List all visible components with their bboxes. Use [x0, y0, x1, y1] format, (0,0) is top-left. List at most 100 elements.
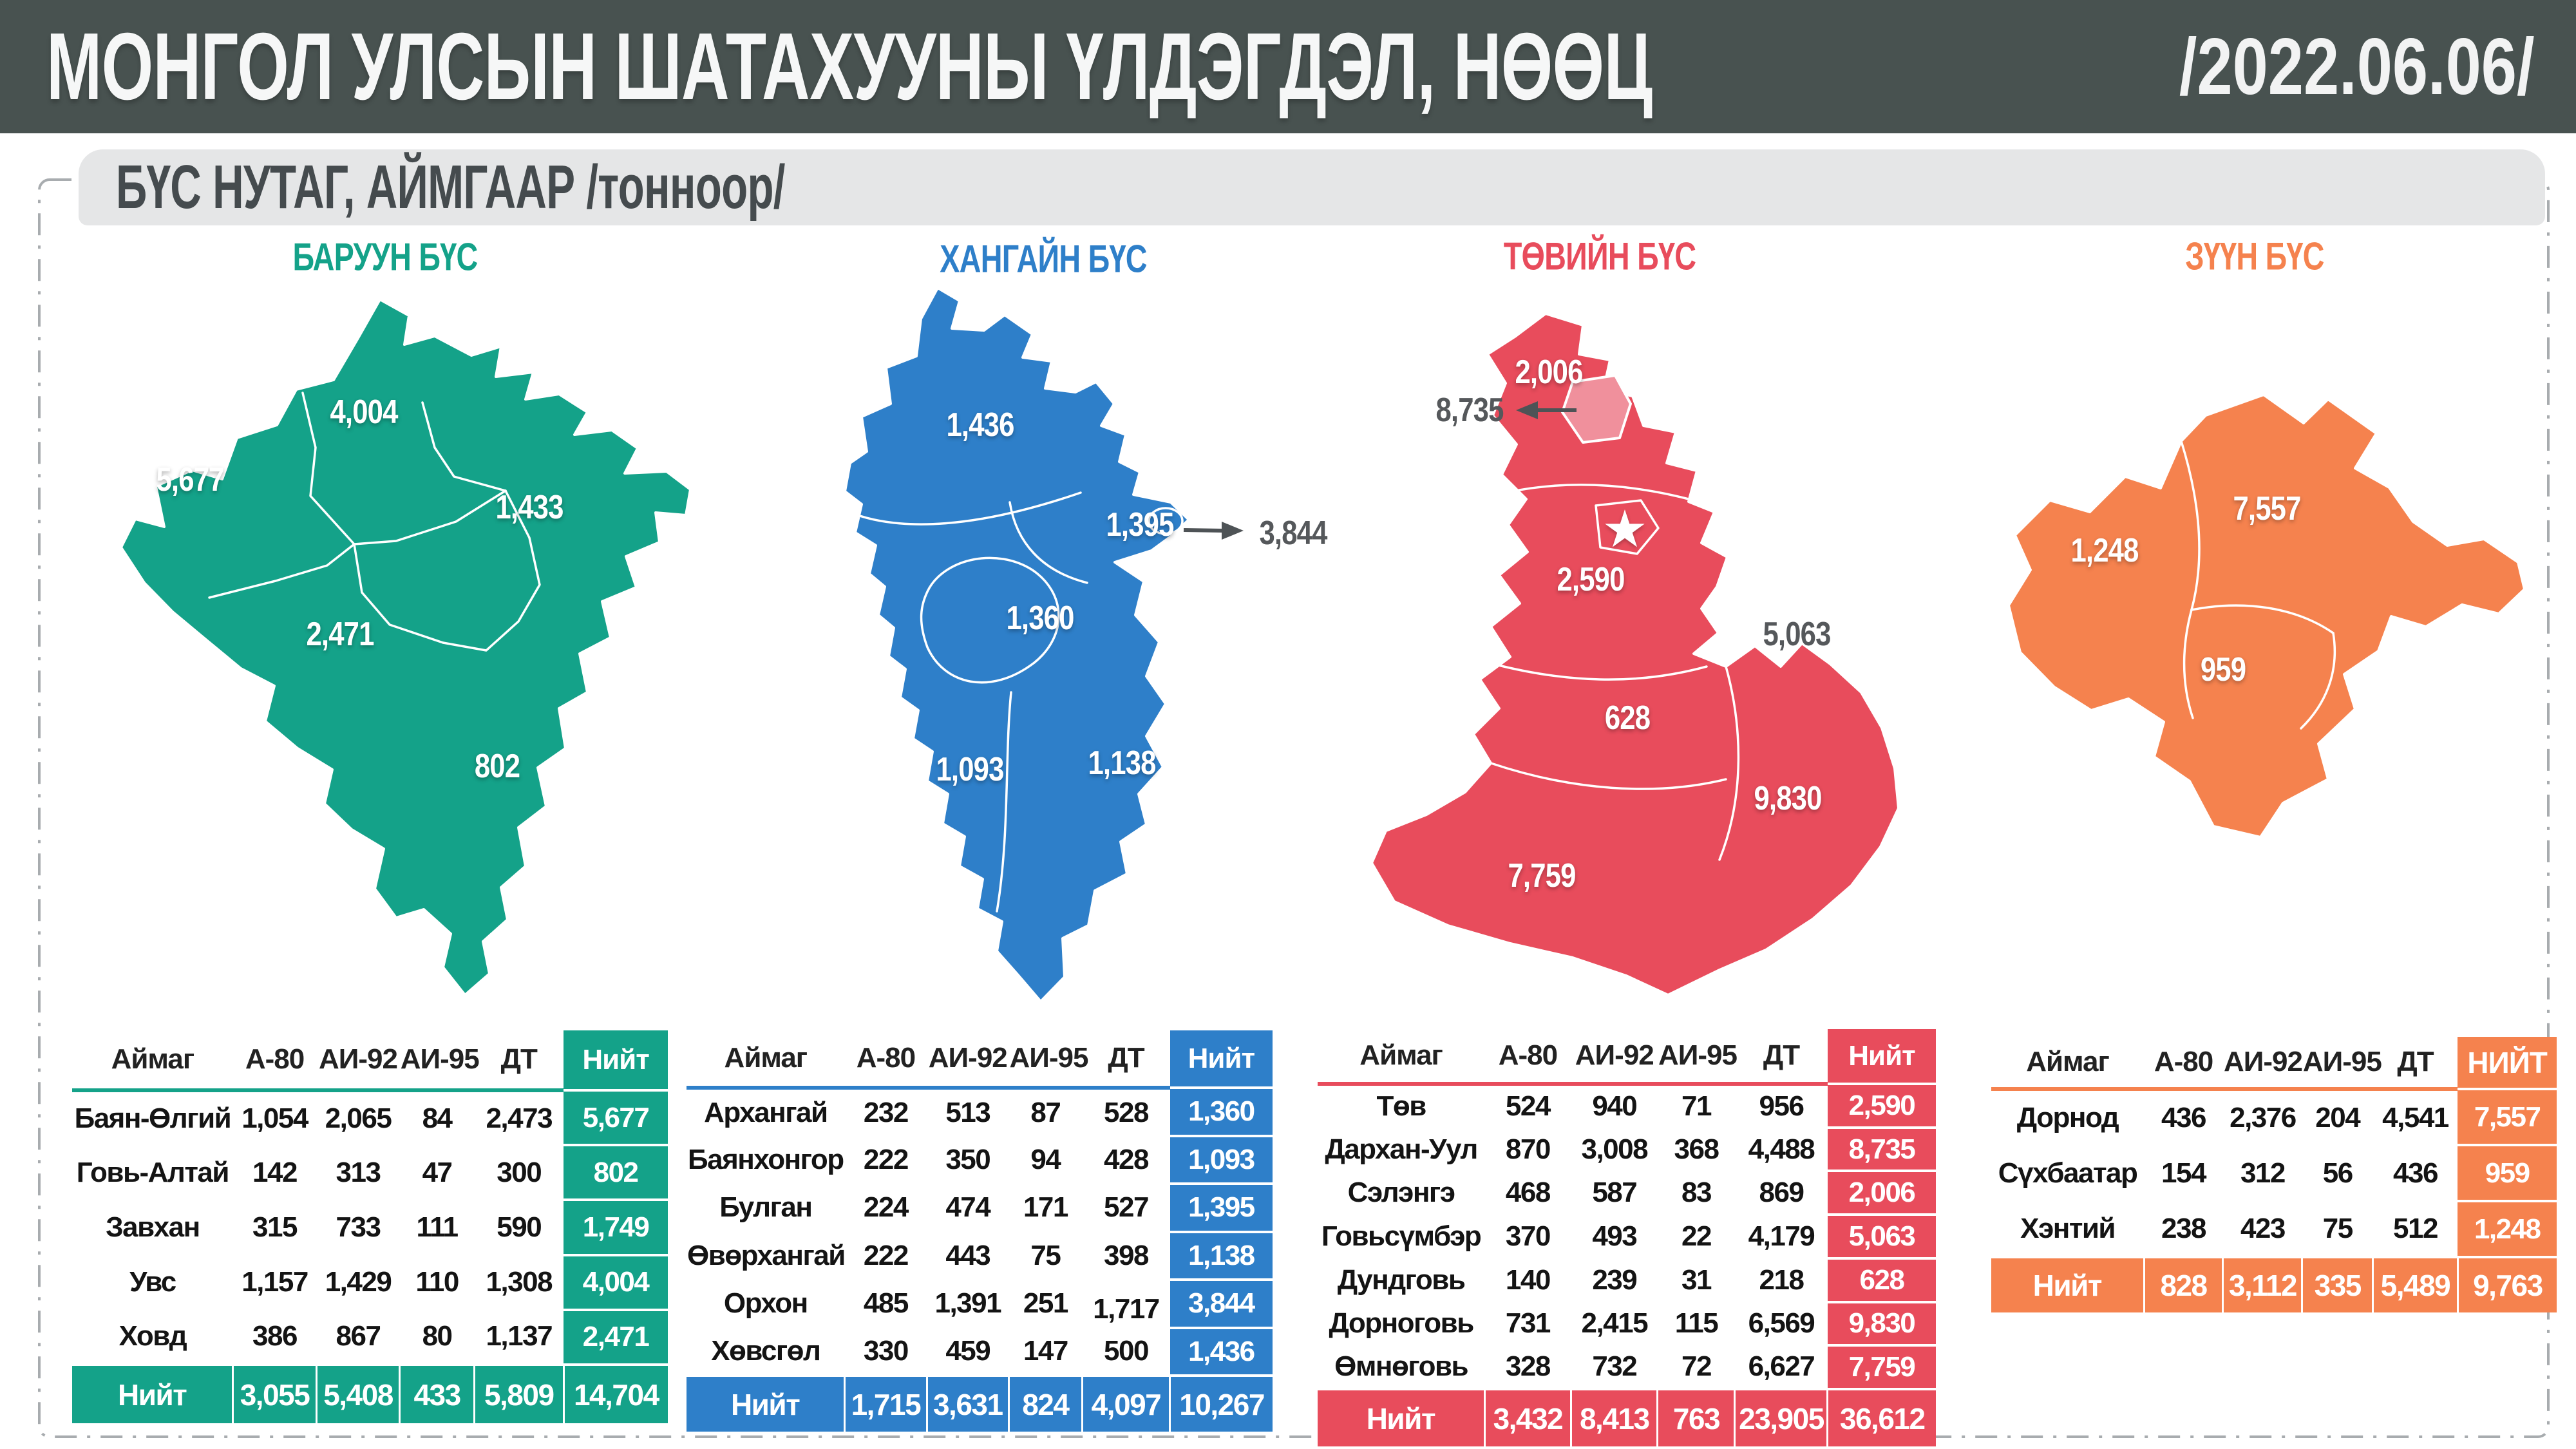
aimag-name: Булган	[687, 1184, 845, 1232]
value-cell: 4,004	[564, 1253, 668, 1310]
column-header: Аймаг	[1991, 1037, 2145, 1091]
aimag-name: Өвөрхангай	[687, 1231, 846, 1280]
total-value: 1,715	[844, 1374, 927, 1432]
value-cell: 2,590	[1827, 1083, 1936, 1128]
total-value: 3,055	[232, 1363, 317, 1423]
value-cell: 75	[2302, 1201, 2373, 1257]
map-label-govi-altai: 802	[474, 748, 520, 785]
map-label-arkhangai: 1,360	[1006, 600, 1074, 637]
aimag-name: Баянхонгор	[687, 1135, 845, 1184]
subtitle: БҮС НУТАГ, АЙМГААР /тонноор/	[116, 153, 785, 222]
region-title-central: ТӨВИЙН БҮС	[1503, 234, 1696, 278]
map-label-zavkhan: 1,433	[495, 489, 564, 526]
value-cell: 4,541	[2372, 1089, 2458, 1145]
value-cell: 733	[316, 1200, 400, 1255]
value-cell: 2,006	[1827, 1170, 1936, 1215]
map-label-bulgan: 1,395	[1106, 506, 1174, 544]
value-cell: 3,844	[1170, 1278, 1273, 1328]
total-row: Нийт 1,715 3,631 824 4,097 10,267	[687, 1374, 1273, 1432]
total-value: 9,763	[2456, 1256, 2557, 1312]
map-label-omnogovi: 7,759	[1508, 857, 1576, 895]
value-cell: 443	[927, 1231, 1009, 1280]
region-title-east: ЗҮҮН БҮС	[2185, 234, 2324, 278]
value-cell: 47	[399, 1145, 475, 1200]
value-cell: 140	[1484, 1258, 1571, 1302]
khangai-region-map	[844, 287, 1190, 1003]
value-cell: 528	[1082, 1088, 1170, 1136]
table-row: Өвөрхангай 222 443 75 398 1,138	[687, 1230, 1273, 1280]
value-cell: 251	[1009, 1280, 1083, 1328]
value-cell: 869	[1734, 1171, 1828, 1215]
table-row: Архангай 232 513 87 528 1,360	[687, 1086, 1273, 1136]
aimag-name: Хэнтий	[1991, 1201, 2145, 1257]
value-cell: 224	[844, 1184, 927, 1232]
column-header: ДТ	[1734, 1029, 1828, 1086]
total-label: Нийт	[687, 1374, 845, 1432]
value-cell: 732	[1571, 1345, 1658, 1389]
value-cell: 6,627	[1734, 1345, 1828, 1389]
value-cell: 22	[1657, 1215, 1735, 1258]
aimag-name: Өмнөговь	[1318, 1345, 1485, 1389]
map-label-khovd: 2,471	[306, 616, 374, 653]
aimag-name: Архангай	[687, 1088, 845, 1136]
total-label: Нийт	[72, 1363, 233, 1423]
value-cell: 232	[844, 1088, 927, 1136]
map-label-tov: 2,590	[1557, 561, 1625, 598]
table-row: Орхон 485 1,391 251 1,717 3,844	[687, 1278, 1273, 1328]
value-cell: 312	[2222, 1145, 2302, 1201]
western-region-map	[120, 298, 692, 996]
total-value: 10,267	[1169, 1374, 1273, 1432]
value-cell: 590	[474, 1200, 564, 1255]
value-cell: 238	[2144, 1201, 2223, 1257]
value-cell: 350	[927, 1135, 1009, 1184]
value-cell: 485	[844, 1280, 927, 1328]
table-row: Ховд 386 867 80 1,137 2,471	[72, 1308, 668, 1365]
total-value: 8,413	[1570, 1388, 1658, 1446]
table-row: Говьсүмбэр 370 493 22 4,179 5,063	[1318, 1213, 1936, 1258]
map-label-bayankhongor: 1,093	[936, 751, 1004, 788]
column-header: ДТ	[1082, 1030, 1170, 1090]
value-cell: 436	[2372, 1145, 2458, 1201]
callout-darkhan-uul-value: 8,735	[1435, 392, 1504, 429]
value-cell: 80	[399, 1309, 475, 1365]
value-cell: 4,179	[1734, 1215, 1828, 1258]
page-title: МОНГОЛ УЛСЫН ШАТАХУУНЫ ҮЛДЭГДЭЛ, НӨӨЦ	[46, 13, 1653, 120]
value-cell: 474	[927, 1184, 1009, 1232]
khangai-region-table: Аймаг А-80 АИ-92 АИ-95 ДТ Нийт Архангай 232 513 8…	[687, 1030, 1273, 1432]
value-cell: 423	[2222, 1201, 2302, 1257]
value-cell: 1,717	[1082, 1280, 1170, 1328]
total-value: 3,112	[2222, 1256, 2302, 1312]
value-cell: 71	[1657, 1084, 1735, 1128]
value-cell: 6,569	[1734, 1302, 1828, 1346]
column-header: Нийт	[1827, 1029, 1936, 1084]
column-header: АИ-92	[927, 1030, 1009, 1090]
table-row: Сэлэнгэ 468 587 83 869 2,006	[1318, 1170, 1936, 1215]
value-cell: 313	[316, 1145, 400, 1200]
value-cell: 1,054	[232, 1090, 317, 1146]
aimag-name: Орхон	[687, 1280, 845, 1328]
region-table-grid: Аймаг А-80 АИ-92 АИ-95 ДТ НИЙТ Дорнод 436 2,376 2…	[1991, 1037, 2557, 1312]
table-row: Өмнөговь 328 732 72 6,627 7,759	[1318, 1344, 1936, 1389]
column-header: А-80	[844, 1030, 927, 1090]
value-cell: 94	[1009, 1135, 1083, 1184]
map-label-khentii: 1,248	[2070, 532, 2139, 569]
table-row: Дархан-Уул 870 3,008 368 4,488 8,735	[1318, 1126, 1936, 1171]
map-label-dornogovi: 9,830	[1754, 780, 1822, 817]
column-header: АИ-95	[2302, 1037, 2382, 1091]
aimag-name: Дорнод	[1991, 1089, 2145, 1145]
column-header: АИ-92	[1571, 1029, 1658, 1086]
value-cell: 84	[399, 1090, 475, 1146]
region-table-grid: Аймаг А-80 АИ-92 АИ-95 ДТ Нийт Төв 524 940 71 956 2…	[1318, 1029, 1936, 1446]
orkhon-arrow	[1183, 522, 1244, 540]
aimag-name: Сэлэнгэ	[1318, 1171, 1485, 1215]
value-cell: 370	[1484, 1215, 1571, 1258]
value-cell: 315	[232, 1200, 317, 1255]
value-cell: 87	[1009, 1088, 1083, 1136]
total-row: Нийт 828 3,112 335 5,489 9,763	[1991, 1256, 2557, 1312]
value-cell: 959	[2458, 1144, 2557, 1201]
region-table-grid: Аймаг А-80 АИ-92 АИ-95 ДТ Нийт Баян-Өлгий 1,054…	[72, 1030, 668, 1423]
column-header: Нийт	[1170, 1030, 1273, 1088]
column-header: Аймаг	[1318, 1029, 1485, 1086]
table-row: Говь-Алтай 142 313 47 300 802	[72, 1144, 668, 1200]
